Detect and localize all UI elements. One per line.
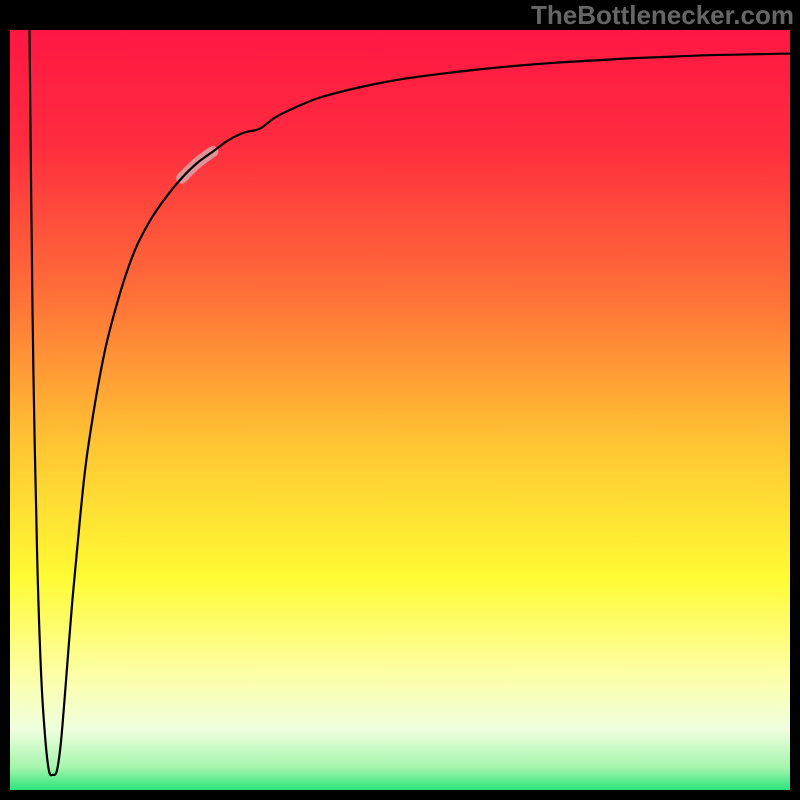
attribution-text: TheBottlenecker.com — [531, 0, 794, 30]
bottleneck-chart-svg — [0, 0, 800, 800]
chart-container: TheBottlenecker.com — [0, 0, 800, 800]
chart-plot-background — [10, 30, 790, 790]
